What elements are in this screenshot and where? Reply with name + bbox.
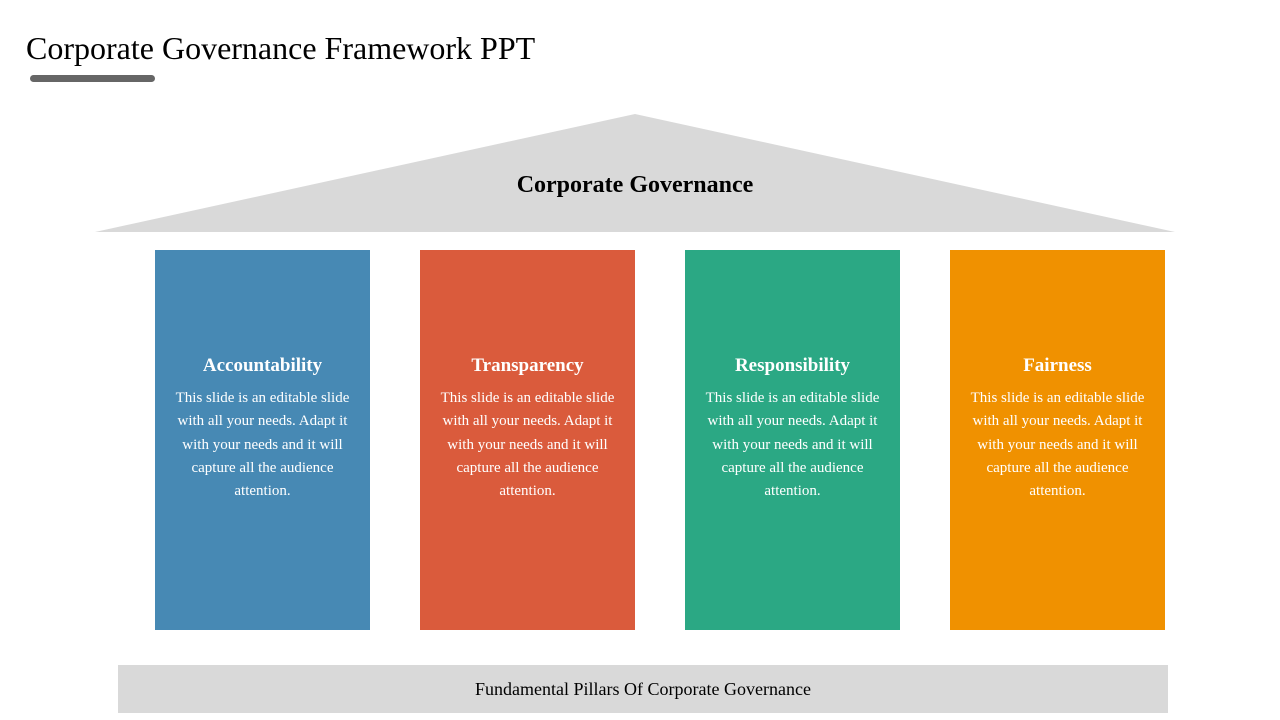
pillar-accountability: Accountability This slide is an editable… xyxy=(155,250,370,630)
pillar-title: Fairness xyxy=(966,355,1149,377)
pillar-body: This slide is an editable slide with all… xyxy=(966,387,1149,503)
pillar-responsibility: Responsibility This slide is an editable… xyxy=(685,250,900,630)
pillar-fairness: Fairness This slide is an editable slide… xyxy=(950,250,1165,630)
pillar-title: Accountability xyxy=(171,355,354,377)
title-underline xyxy=(30,75,155,82)
pillar-transparency: Transparency This slide is an editable s… xyxy=(420,250,635,630)
pillar-body: This slide is an editable slide with all… xyxy=(701,387,884,503)
base-bar: Fundamental Pillars Of Corporate Governa… xyxy=(118,665,1168,713)
pillar-body: This slide is an editable slide with all… xyxy=(171,387,354,503)
slide-title: Corporate Governance Framework PPT xyxy=(26,30,535,67)
roof-label: Corporate Governance xyxy=(95,172,1175,199)
pillar-title: Responsibility xyxy=(701,355,884,377)
pillars-row: Accountability This slide is an editable… xyxy=(155,250,1165,630)
pillar-body: This slide is an editable slide with all… xyxy=(436,387,619,503)
roof: Corporate Governance xyxy=(95,114,1175,232)
pillar-title: Transparency xyxy=(436,355,619,377)
